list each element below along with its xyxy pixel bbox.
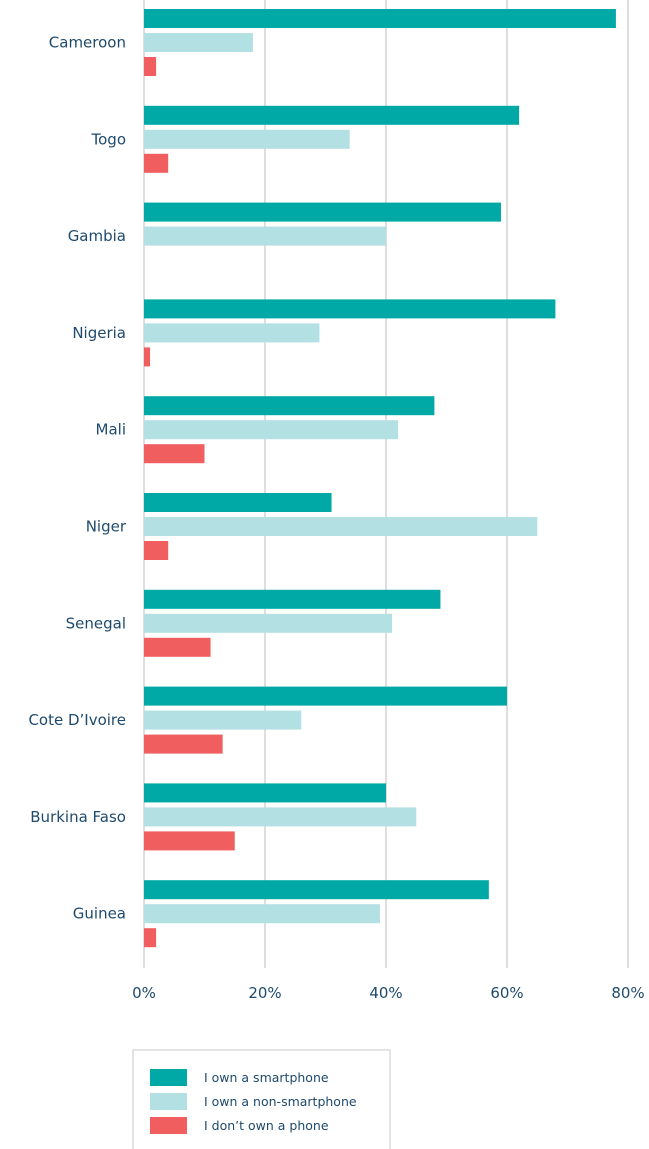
x-axis-ticks: 0% 20% 40% 60% 80% xyxy=(132,984,645,1002)
bar xyxy=(144,613,393,633)
bar xyxy=(144,153,169,173)
category-label: Nigeria xyxy=(72,324,126,342)
category-label: Senegal xyxy=(66,614,126,632)
bar xyxy=(144,129,350,149)
bar xyxy=(144,783,386,803)
legend-swatch xyxy=(150,1069,187,1086)
legend-label: I own a smartphone xyxy=(204,1070,329,1085)
x-tick-label: 0% xyxy=(132,984,156,1002)
bar xyxy=(144,105,520,125)
legend: I own a smartphone I own a non-smartphone… xyxy=(132,1049,391,1149)
bar xyxy=(144,396,435,416)
bar xyxy=(144,880,489,900)
bar xyxy=(144,928,157,948)
x-tick-label: 80% xyxy=(611,984,644,1002)
category-label: Burkina Faso xyxy=(30,808,126,826)
category-label: Mali xyxy=(96,421,126,439)
bar xyxy=(144,904,380,924)
category-labels: Cameroon Togo Gambia Nigeria Mali Niger Senega… xyxy=(28,34,126,923)
bar xyxy=(144,589,441,609)
x-tick-label: 20% xyxy=(248,984,281,1002)
legend-label: I own a non-smartphone xyxy=(204,1094,357,1109)
gridlines xyxy=(143,0,629,968)
category-label: Togo xyxy=(91,130,127,148)
bar xyxy=(144,347,151,367)
bar xyxy=(144,33,253,52)
bar xyxy=(144,202,501,222)
bars xyxy=(144,9,616,948)
legend-swatch xyxy=(150,1117,187,1134)
bar xyxy=(144,323,320,343)
bar xyxy=(144,637,211,657)
bar xyxy=(144,299,556,319)
category-label: Guinea xyxy=(73,905,126,923)
bar xyxy=(144,444,205,464)
category-label: Niger xyxy=(86,518,127,536)
x-tick-label: 60% xyxy=(490,984,523,1002)
bar xyxy=(144,541,169,560)
bar xyxy=(144,831,235,851)
legend-label: I don’t own a phone xyxy=(204,1118,329,1133)
bar xyxy=(144,57,157,76)
bar xyxy=(144,710,302,730)
bar xyxy=(144,517,538,536)
bar xyxy=(144,734,223,754)
legend-swatch xyxy=(150,1093,187,1110)
bar xyxy=(144,420,399,440)
category-label: Cameroon xyxy=(49,34,126,52)
bar xyxy=(144,9,616,28)
bar xyxy=(144,686,507,706)
x-tick-label: 40% xyxy=(369,984,402,1002)
category-label: Cote D’Ivoire xyxy=(28,711,126,729)
bar xyxy=(144,807,417,827)
bar xyxy=(144,226,386,246)
bar xyxy=(144,493,332,512)
category-label: Gambia xyxy=(68,227,126,245)
